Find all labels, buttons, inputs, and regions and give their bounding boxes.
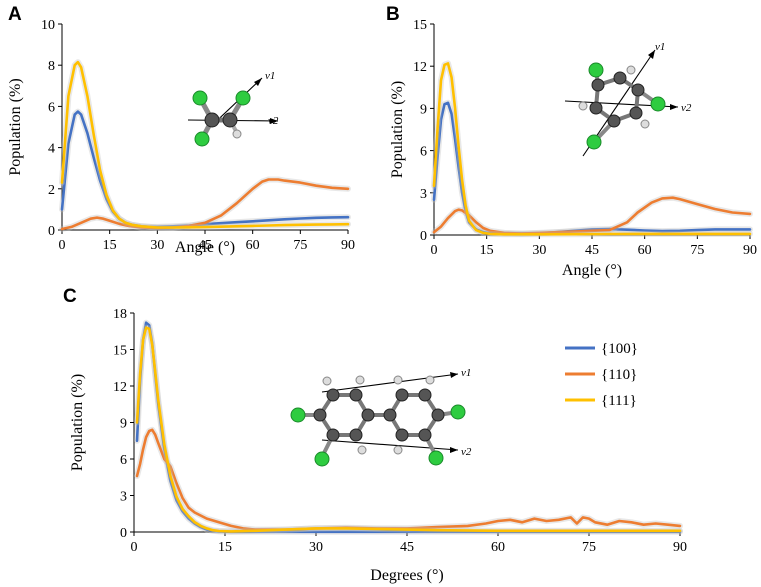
- x-tick-label: 75: [690, 243, 704, 258]
- x-axis-label: Angle (°): [562, 262, 622, 279]
- y-axis-label: Population (%): [7, 78, 24, 175]
- x-tick-label: 30: [309, 540, 323, 555]
- panel-b: 0 3 6 9 12 15 0 15 30 45 60 75 90 Angle (°) Population…: [386, 4, 757, 279]
- y-tick-label: 15: [413, 18, 427, 33]
- y-tick-label: 3: [420, 187, 427, 202]
- x-tick-label: 90: [341, 238, 355, 253]
- y-tick-label: 18: [113, 307, 127, 322]
- y-tick-label: 6: [120, 453, 127, 468]
- panel-a: 0 2 4 6 8 10 0 15 30 45 60 75 90 Angle (°) Population …: [7, 4, 355, 256]
- panel-label: A: [8, 4, 22, 25]
- x-tick-label: 15: [103, 238, 117, 253]
- panel-label: C: [63, 286, 77, 307]
- x-axis-label: Degrees (°): [370, 567, 443, 584]
- y-tick-label: 9: [120, 417, 127, 432]
- series-line-111: [60, 60, 350, 229]
- y-axis-label: Population (%): [389, 81, 406, 178]
- y-tick-label: 8: [48, 59, 55, 74]
- x-tick-label: 45: [198, 238, 212, 253]
- molecule-c-icon: [290, 372, 466, 467]
- series-line-100: [432, 101, 752, 235]
- molecule-b-icon: [564, 49, 679, 157]
- x-tick-label: 0: [59, 238, 66, 253]
- x-tick-label: 15: [218, 540, 232, 555]
- x-tick-label: 30: [150, 238, 164, 253]
- vector-label-v2: v2: [268, 115, 279, 127]
- y-tick-label: 9: [420, 102, 427, 117]
- y-tick-label: 6: [420, 145, 427, 160]
- y-tick-label: 12: [113, 380, 127, 395]
- x-tick-label: 45: [400, 540, 414, 555]
- molecule-a-icon: [187, 77, 279, 147]
- y-tick-label: 0: [420, 229, 427, 244]
- vector-label-v1: v1: [461, 367, 471, 379]
- y-tick-label: 12: [413, 60, 427, 75]
- x-tick-label: 60: [638, 243, 652, 258]
- x-tick-label: 0: [131, 540, 138, 555]
- panel-c: 0 3 6 9 12 15 18 0 15 30 45 60 75 90 Degrees (°) Popula…: [63, 286, 687, 584]
- series-line-111: [432, 62, 752, 236]
- x-tick-label: 60: [246, 238, 260, 253]
- y-tick-label: 4: [48, 142, 55, 157]
- x-tick-label: 75: [582, 540, 596, 555]
- y-tick-label: 2: [48, 183, 55, 198]
- panel-label: B: [386, 4, 400, 25]
- x-tick-label: 90: [673, 540, 687, 555]
- legend-label: {111}: [601, 393, 637, 409]
- legend-label: {110}: [601, 367, 637, 383]
- y-axis-label: Population (%): [69, 374, 86, 471]
- x-tick-label: 90: [743, 243, 757, 258]
- y-tick-label: 15: [113, 344, 127, 359]
- x-tick-label: 0: [431, 243, 438, 258]
- legend-label: {100}: [601, 341, 638, 357]
- series-line-110: [135, 428, 682, 531]
- vector-label-v1: v1: [655, 41, 665, 53]
- x-tick-label: 60: [491, 540, 505, 555]
- series-line-100: [135, 321, 682, 534]
- series-shadow: [431, 99, 753, 237]
- y-tick-label: 0: [120, 526, 127, 541]
- vector-label-v2: v2: [681, 102, 692, 114]
- series-line-110: [60, 178, 350, 231]
- x-tick-label: 75: [293, 238, 307, 253]
- x-tick-label: 15: [480, 243, 494, 258]
- series-line-110: [432, 196, 752, 235]
- x-axis-label: Angle (°): [175, 239, 235, 256]
- x-tick-label: 30: [532, 243, 546, 258]
- y-tick-label: 6: [48, 100, 55, 115]
- vector-label-v1: v1: [265, 70, 275, 82]
- series-shadow: [134, 319, 683, 535]
- y-tick-label: 0: [48, 224, 55, 239]
- series-shadow: [134, 324, 683, 535]
- y-tick-label: 10: [41, 18, 55, 33]
- y-tick-label: 3: [120, 490, 127, 505]
- x-tick-label: 45: [585, 243, 599, 258]
- series-shadow: [134, 426, 683, 533]
- series-line-111: [135, 326, 682, 533]
- vector-label-v2: v2: [461, 446, 472, 458]
